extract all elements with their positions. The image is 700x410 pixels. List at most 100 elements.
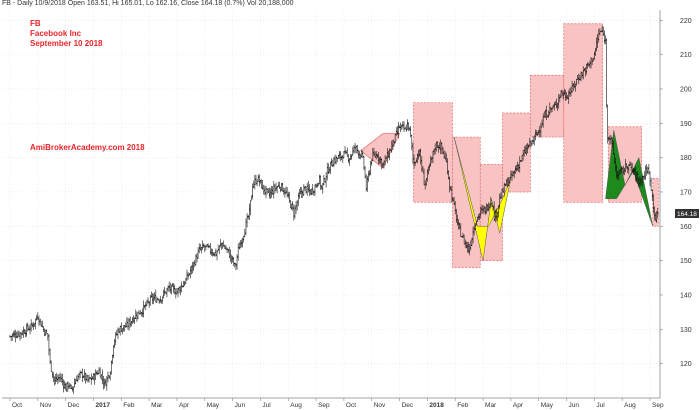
candle bbox=[29, 324, 31, 335]
candle bbox=[219, 239, 222, 248]
candle bbox=[512, 171, 514, 177]
candle bbox=[144, 301, 147, 311]
candle bbox=[463, 234, 466, 244]
candle bbox=[426, 168, 429, 182]
candle bbox=[506, 177, 509, 188]
candle bbox=[58, 373, 60, 383]
candle bbox=[117, 327, 119, 340]
candle bbox=[601, 25, 604, 33]
candle bbox=[271, 186, 274, 195]
candle bbox=[387, 150, 390, 158]
candle bbox=[82, 375, 85, 379]
candle bbox=[128, 318, 130, 331]
candle bbox=[229, 249, 232, 263]
candle bbox=[649, 171, 651, 187]
candle bbox=[125, 317, 128, 328]
candle bbox=[268, 187, 271, 199]
candle bbox=[368, 170, 371, 177]
candle bbox=[634, 166, 637, 182]
candle bbox=[338, 150, 341, 160]
candle bbox=[377, 151, 380, 165]
candle bbox=[550, 107, 552, 113]
candle bbox=[69, 383, 72, 389]
candle bbox=[584, 67, 587, 77]
candle bbox=[100, 374, 103, 380]
candle bbox=[32, 322, 35, 331]
candle bbox=[288, 192, 291, 203]
candle bbox=[341, 155, 344, 163]
candle bbox=[331, 159, 334, 167]
candle bbox=[44, 329, 47, 336]
candle bbox=[429, 155, 432, 167]
candle bbox=[124, 322, 127, 328]
candle bbox=[497, 205, 500, 218]
candle bbox=[605, 38, 608, 108]
candle bbox=[238, 242, 241, 250]
candle bbox=[38, 315, 40, 326]
x-tick-label: May bbox=[541, 402, 554, 409]
candle bbox=[71, 386, 74, 392]
candle bbox=[354, 142, 356, 154]
candle bbox=[260, 179, 263, 189]
candle bbox=[558, 94, 561, 103]
candle bbox=[639, 176, 641, 188]
candle bbox=[629, 161, 631, 167]
y-tick-label: 190 bbox=[680, 121, 692, 128]
candle bbox=[389, 148, 392, 151]
candle bbox=[622, 165, 625, 176]
candle bbox=[593, 51, 596, 60]
candle bbox=[596, 33, 599, 48]
candle bbox=[258, 174, 261, 187]
candle bbox=[181, 285, 184, 288]
axes bbox=[2, 10, 661, 399]
candle bbox=[517, 163, 520, 172]
candle bbox=[613, 152, 616, 164]
candle bbox=[491, 202, 493, 207]
candle bbox=[201, 240, 204, 251]
candle bbox=[493, 201, 496, 222]
candle bbox=[381, 162, 384, 168]
candle bbox=[560, 90, 562, 98]
candle bbox=[249, 200, 252, 216]
candle bbox=[97, 370, 99, 376]
candle bbox=[157, 298, 159, 301]
candle bbox=[450, 185, 453, 203]
candle bbox=[592, 58, 595, 62]
candle bbox=[222, 240, 225, 247]
y-tick-label: 210 bbox=[680, 52, 692, 59]
candle bbox=[203, 244, 206, 253]
candle bbox=[499, 192, 502, 200]
candle bbox=[577, 73, 580, 85]
candle bbox=[442, 146, 444, 155]
last-price-box bbox=[675, 209, 699, 218]
candle bbox=[416, 153, 419, 164]
candle bbox=[454, 201, 457, 215]
candle bbox=[212, 252, 215, 256]
candle bbox=[540, 122, 542, 138]
candle bbox=[538, 125, 541, 138]
candle bbox=[473, 225, 476, 236]
candle bbox=[134, 309, 137, 320]
candle bbox=[48, 333, 50, 356]
candle bbox=[164, 291, 167, 295]
candle bbox=[291, 201, 294, 211]
candle bbox=[336, 157, 339, 163]
candle bbox=[543, 111, 546, 118]
candle bbox=[74, 378, 77, 385]
candle bbox=[624, 158, 627, 173]
candle bbox=[159, 295, 162, 304]
candle bbox=[209, 242, 212, 255]
candle bbox=[484, 206, 487, 215]
candle bbox=[496, 211, 499, 222]
candle bbox=[564, 89, 567, 102]
candle bbox=[296, 199, 299, 211]
candle bbox=[66, 381, 69, 392]
candle bbox=[625, 163, 628, 169]
candle bbox=[626, 165, 629, 174]
candle bbox=[403, 121, 405, 133]
candle bbox=[518, 156, 521, 173]
candle bbox=[606, 105, 609, 144]
candle bbox=[94, 369, 97, 380]
candle bbox=[348, 158, 351, 166]
